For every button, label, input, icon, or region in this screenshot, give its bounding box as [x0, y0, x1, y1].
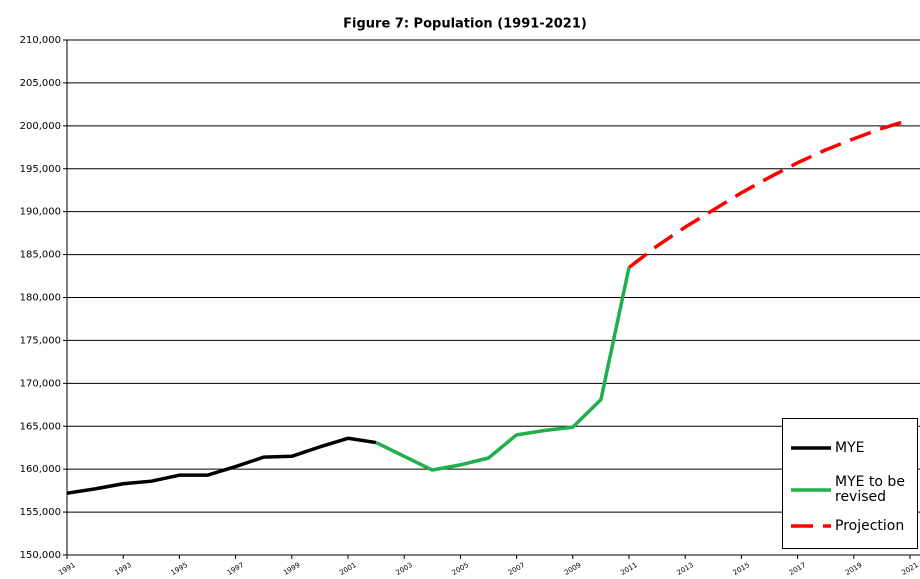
legend: MYE MYE to be revised Projection: [782, 418, 918, 549]
y-tick-label: 210,000: [20, 35, 61, 46]
y-tick-label: 170,000: [20, 378, 61, 389]
chart-title: Figure 7: Population (1991-2021): [343, 17, 587, 32]
x-tick-label: 2021: [900, 561, 919, 577]
x-tick-label: 2011: [619, 561, 638, 577]
y-tick-label: 185,000: [20, 250, 61, 261]
legend-label: MYE: [835, 440, 865, 456]
y-tick-label: 205,000: [20, 78, 61, 89]
x-tick-label: 2007: [507, 561, 526, 577]
x-tick-label: 2015: [732, 561, 751, 577]
y-tick-label: 175,000: [20, 335, 61, 346]
y-tick-label: 190,000: [20, 207, 61, 218]
series-line: [66, 436, 377, 495]
series-line: [627, 118, 911, 269]
y-tick-label: 155,000: [20, 507, 61, 518]
legend-label: Projection: [835, 518, 905, 534]
y-tick-label: 195,000: [20, 164, 61, 175]
legend-item: MYE: [791, 441, 915, 456]
x-tick-label: 2003: [394, 561, 413, 577]
legend-item: Projection: [791, 519, 915, 534]
x-tick-label: 2019: [844, 561, 863, 577]
legend-label: MYE to be revised: [835, 474, 905, 505]
y-tick-label: 200,000: [20, 121, 61, 132]
legend-swatch: [791, 487, 831, 492]
x-tick-label: 2009: [563, 561, 582, 577]
series-line: [375, 267, 631, 472]
x-tick-label: 1999: [282, 561, 301, 577]
x-tick-label: 1991: [57, 561, 76, 577]
y-tick-label: 165,000: [20, 421, 61, 432]
x-tick-label: 1997: [226, 561, 245, 577]
x-tick-label: 1995: [170, 561, 189, 577]
x-tick-label: 2005: [451, 561, 470, 577]
y-tick-label: 160,000: [20, 464, 61, 475]
x-tick-label: 1993: [113, 561, 132, 577]
x-tick-label: 2017: [788, 561, 807, 577]
legend-swatch: [791, 524, 831, 529]
legend-item: MYE to be revised: [791, 475, 915, 504]
x-tick-label: 2001: [338, 561, 357, 577]
y-tick-label: 150,000: [20, 550, 61, 561]
legend-swatch: [791, 446, 831, 451]
x-tick-label: 2013: [675, 561, 694, 577]
y-tick-label: 180,000: [20, 293, 61, 304]
